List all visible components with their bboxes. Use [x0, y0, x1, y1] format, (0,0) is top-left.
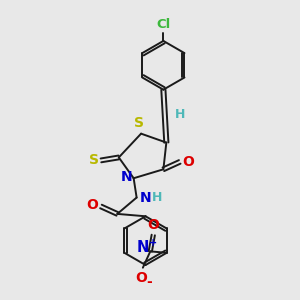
Text: H: H: [175, 108, 186, 121]
Text: Cl: Cl: [156, 17, 170, 31]
Text: N: N: [140, 190, 152, 205]
Text: O: O: [147, 218, 159, 232]
Text: -: -: [146, 275, 152, 289]
Text: O: O: [87, 198, 99, 212]
Text: S: S: [134, 116, 144, 130]
Text: N: N: [121, 170, 132, 184]
Text: N: N: [137, 240, 149, 255]
Text: +: +: [148, 238, 157, 248]
Text: H: H: [152, 191, 163, 204]
Text: S: S: [88, 153, 99, 167]
Text: O: O: [135, 271, 147, 285]
Text: O: O: [182, 155, 194, 169]
